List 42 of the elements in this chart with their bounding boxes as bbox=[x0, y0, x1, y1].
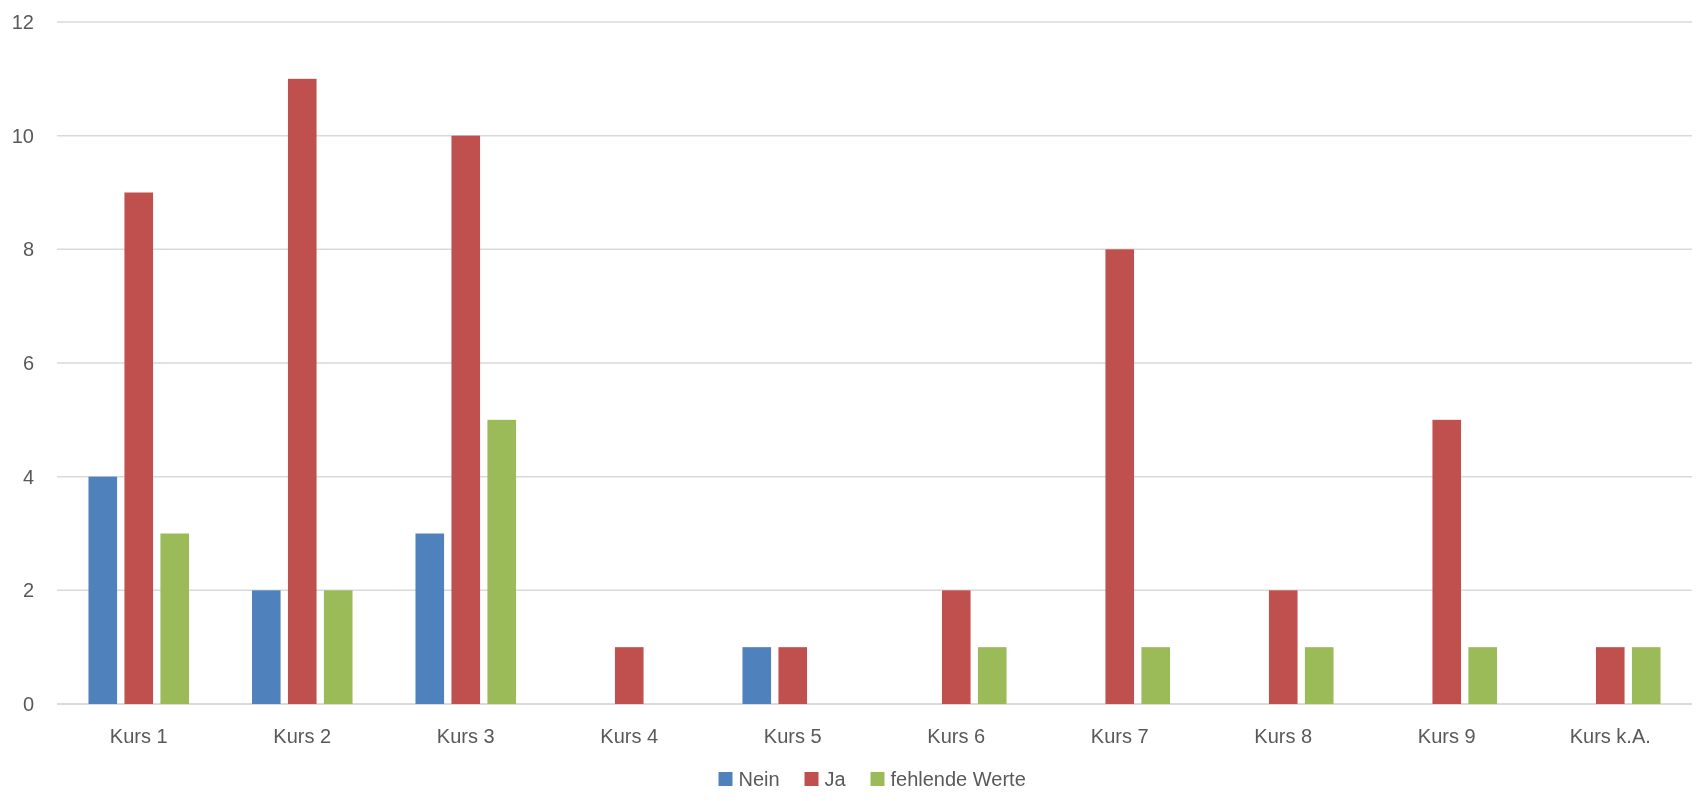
bar bbox=[451, 135, 481, 704]
bar bbox=[1432, 419, 1462, 704]
x-tick-label: Kurs 7 bbox=[1090, 725, 1149, 747]
bar bbox=[251, 590, 281, 704]
x-tick-label: Kurs 9 bbox=[1417, 725, 1476, 747]
bar bbox=[415, 533, 445, 704]
bar bbox=[614, 647, 644, 704]
legend-label: fehlende Werte bbox=[890, 768, 1026, 790]
bar bbox=[1105, 249, 1135, 704]
y-tick-label: 0 bbox=[22, 693, 34, 715]
x-tick-label: Kurs 4 bbox=[600, 725, 659, 747]
bar bbox=[88, 476, 118, 704]
y-tick-label: 6 bbox=[22, 352, 34, 374]
bar bbox=[1631, 647, 1661, 704]
bar bbox=[941, 590, 971, 704]
bar bbox=[487, 419, 517, 704]
bar bbox=[1304, 647, 1334, 704]
bar bbox=[1595, 647, 1625, 704]
y-tick-label: 12 bbox=[11, 11, 34, 33]
x-tick-label: Kurs 5 bbox=[763, 725, 822, 747]
y-tick-label: 2 bbox=[22, 579, 34, 602]
bar bbox=[287, 78, 317, 704]
x-tick-label: Kurs 8 bbox=[1254, 725, 1313, 747]
x-tick-label: Kurs 6 bbox=[927, 725, 986, 747]
bar bbox=[1141, 647, 1171, 704]
y-tick-label: 10 bbox=[11, 124, 34, 147]
legend-label: Nein bbox=[738, 768, 780, 790]
bar bbox=[160, 533, 190, 704]
bar bbox=[323, 590, 353, 704]
y-tick-label: 8 bbox=[22, 238, 34, 261]
bar bbox=[778, 647, 808, 704]
x-tick-label: Kurs k.A. bbox=[1569, 725, 1651, 747]
x-tick-label: Kurs 1 bbox=[109, 725, 168, 747]
bar bbox=[742, 647, 772, 704]
y-tick-label: 4 bbox=[22, 465, 34, 488]
x-tick-label: Kurs 3 bbox=[436, 725, 495, 747]
bar bbox=[1268, 590, 1298, 704]
legend-label: Ja bbox=[824, 768, 847, 790]
bar bbox=[124, 192, 154, 704]
x-tick-label: Kurs 2 bbox=[273, 725, 332, 747]
bar bbox=[977, 647, 1007, 704]
bar bbox=[1468, 647, 1498, 704]
